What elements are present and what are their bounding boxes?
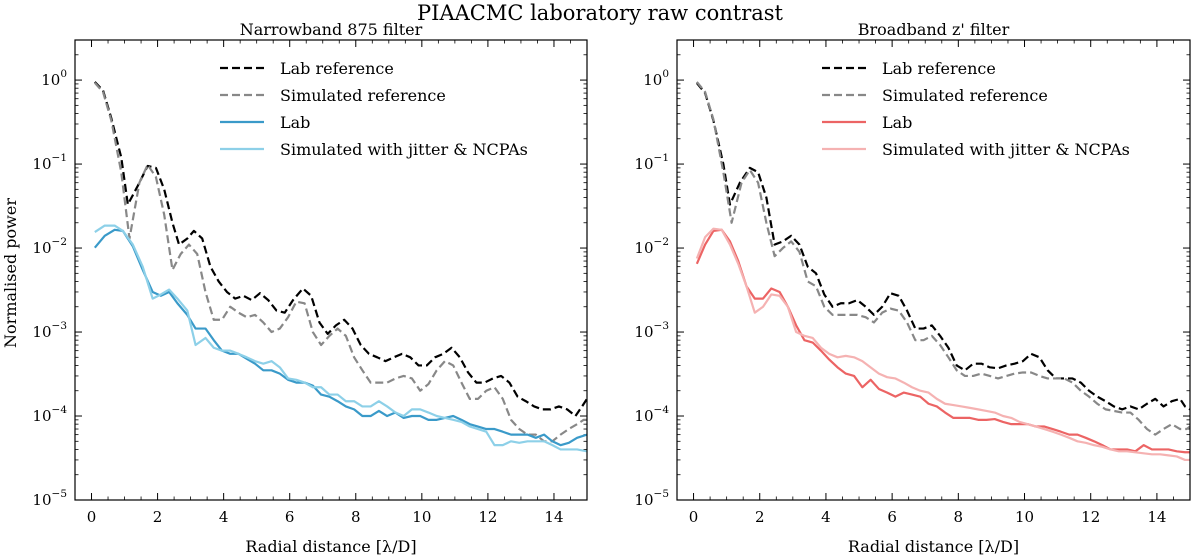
chart-panels: Narrowband 875 filter10010−110−210−310−4…: [32, 20, 1191, 556]
ytick-label: 10−5: [634, 488, 669, 509]
series-group: [695, 81, 1190, 462]
series-line-simulated-reference: [696, 81, 1190, 436]
series-line-simulated-with-jitter-ncpas: [695, 227, 1190, 462]
ytick-label: 10−4: [32, 404, 67, 425]
xtick-label: 8: [954, 508, 964, 526]
plot-frame: [74, 39, 588, 501]
x-axis-label: Radial distance [λ/D]: [245, 537, 416, 556]
series-line-simulated-with-jitter-ncpas: [94, 224, 587, 453]
series-line-lab-reference: [94, 81, 587, 418]
ytick-label: 10−5: [32, 488, 67, 509]
series-line-simulated-reference: [93, 81, 587, 443]
chart-1: Narrowband 875 filter10010−110−210−310−4…: [32, 20, 588, 556]
series-line-lab: [93, 228, 587, 447]
figure-title: PIAACMC laboratory raw contrast: [417, 1, 784, 25]
xtick-label: 6: [887, 508, 897, 526]
ytick-label: 10−2: [32, 236, 67, 257]
xtick-label: 8: [351, 508, 361, 526]
chart-title: Broadband z' filter: [858, 20, 1010, 39]
legend-label: Lab: [882, 113, 912, 132]
xtick-label: 10: [412, 508, 431, 526]
xtick-label: 4: [821, 508, 831, 526]
xtick-label: 14: [544, 508, 563, 526]
xtick-label: 14: [1147, 508, 1166, 526]
ytick-label: 10−3: [634, 320, 669, 341]
legend-label: Simulated with jitter & NCPAs: [280, 140, 528, 159]
ytick-label: 100: [643, 68, 669, 89]
legend-label: Lab: [280, 113, 310, 132]
xtick-label: 2: [755, 508, 765, 526]
ytick-label: 10−2: [634, 236, 669, 257]
xtick-label: 6: [285, 508, 295, 526]
chart-title: Narrowband 875 filter: [240, 20, 423, 39]
legend: Lab reference Simulated reference Lab Simul…: [822, 59, 1130, 159]
legend-label: Lab reference: [280, 59, 394, 78]
figure-ylabel: Normalised power: [1, 198, 20, 348]
xtick-label: 12: [478, 508, 497, 526]
xtick-label: 12: [1081, 508, 1100, 526]
series-line-lab: [695, 228, 1190, 454]
series-group: [93, 81, 587, 453]
minor-ticks: [74, 39, 588, 500]
legend-label: Simulated reference: [280, 86, 446, 105]
xtick-label: 2: [153, 508, 163, 526]
ytick-label: 100: [41, 68, 67, 89]
xtick-label: 4: [219, 508, 229, 526]
chart-2: Broadband z' filter10010−110−210−310−410…: [634, 20, 1191, 556]
legend-label: Simulated reference: [882, 86, 1048, 105]
ytick-label: 10−1: [634, 152, 669, 173]
xtick-label: 0: [689, 508, 699, 526]
plot-frame: [676, 39, 1191, 501]
x-axis-label: Radial distance [λ/D]: [848, 537, 1019, 556]
series-line-lab-reference: [696, 82, 1190, 411]
legend-label: Simulated with jitter & NCPAs: [882, 140, 1130, 159]
ytick-label: 10−3: [32, 320, 67, 341]
legend: Lab reference Simulated reference Lab Simul…: [220, 59, 528, 159]
legend-label: Lab reference: [882, 59, 996, 78]
ytick-label: 10−1: [32, 152, 67, 173]
xtick-label: 10: [1015, 508, 1034, 526]
minor-ticks: [676, 39, 1191, 500]
xtick-label: 0: [87, 508, 97, 526]
ytick-label: 10−4: [634, 404, 669, 425]
